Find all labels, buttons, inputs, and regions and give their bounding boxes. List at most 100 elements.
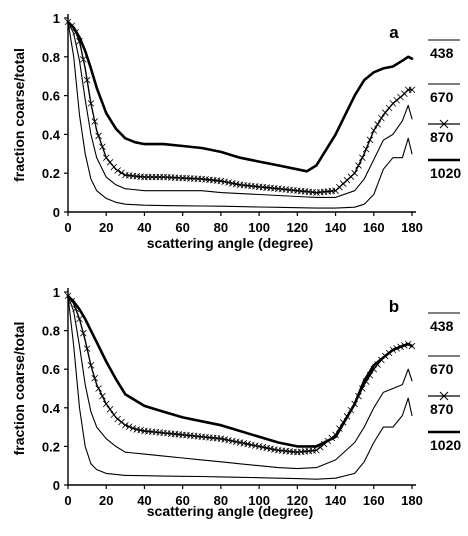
data-point (263, 444, 271, 452)
y-axis-label: fraction coarse/total (11, 48, 27, 182)
y-tick-label: 0.8 (42, 324, 60, 339)
data-point (133, 426, 141, 433)
y-tick-label: 0.2 (42, 166, 60, 181)
data-point (366, 136, 374, 144)
data-point (91, 374, 99, 382)
legend-label: 1020 (430, 165, 461, 181)
legend-marker (439, 391, 449, 401)
data-point (221, 436, 228, 443)
data-point (359, 154, 366, 161)
data-point (252, 442, 259, 449)
data-point (118, 169, 125, 177)
data-point (102, 400, 110, 408)
chart-panel-a: 00.20.40.60.810 20 40 60 80 100 120 140 160 180sc… (11, 11, 461, 251)
data-point (95, 385, 102, 392)
data-point (217, 435, 225, 442)
legend-item-870: 870 (428, 119, 460, 145)
data-point (83, 76, 91, 84)
x-tick-label: 80 (214, 493, 228, 508)
y-tick-label: 0.4 (42, 401, 61, 416)
legend-marker (439, 119, 449, 129)
x-tick-label: 180 (401, 493, 423, 508)
data-point (114, 415, 121, 423)
data-point (232, 438, 240, 446)
legend-item-438: 438 (428, 39, 460, 61)
y-tick-label: 0 (53, 205, 60, 220)
data-point (378, 114, 385, 122)
legend-label: 438 (430, 318, 454, 334)
y-tick-label: 0.4 (42, 127, 61, 142)
data-point (102, 154, 110, 161)
data-point (80, 56, 87, 63)
x-axis-label: scattering angle (degree) (147, 235, 314, 251)
data-point (114, 167, 121, 174)
legend-label: 670 (430, 361, 454, 377)
y-tick-label: 0.6 (42, 362, 60, 377)
data-point (259, 443, 267, 451)
data-point (240, 440, 248, 447)
x-tick-label: 20 (99, 220, 113, 235)
x-tick-label: 40 (137, 493, 151, 508)
data-point (370, 127, 378, 134)
data-point (229, 437, 236, 445)
data-point (118, 418, 125, 426)
legend-label: 870 (430, 129, 454, 145)
data-point (106, 159, 114, 166)
legend-item-438: 438 (428, 312, 460, 334)
panel-letter: a (389, 23, 399, 42)
data-point (267, 445, 274, 452)
legend-item-870: 870 (428, 391, 460, 417)
data-point (313, 446, 320, 454)
x-tick-label: 140 (325, 493, 347, 508)
legend-item-1020: 1020 (428, 430, 461, 453)
data-point (255, 443, 263, 450)
data-point (122, 421, 129, 429)
data-point (225, 179, 232, 186)
data-point (99, 392, 106, 400)
data-point (106, 406, 114, 413)
y-axis-label: fraction coarse/total (11, 322, 27, 456)
y-tick-label: 0.8 (42, 50, 60, 65)
x-tick-label: 160 (363, 493, 385, 508)
x-tick-label: 160 (363, 220, 385, 235)
data-point (221, 178, 228, 186)
series-line-670 (67, 21, 413, 198)
series-line-870 (67, 21, 413, 194)
data-point (229, 180, 236, 187)
data-point (83, 345, 91, 352)
y-tick-label: 0 (53, 478, 60, 493)
x-tick-label: 140 (325, 220, 347, 235)
data-point (137, 426, 144, 434)
data-point (362, 145, 370, 153)
series-line-1020 (66, 294, 414, 448)
data-point (87, 100, 95, 107)
legend-item-670: 670 (428, 355, 460, 377)
data-point (76, 315, 83, 323)
x-tick-label: 20 (99, 493, 113, 508)
legend-label: 1020 (430, 437, 461, 453)
y-tick-label: 1 (53, 11, 60, 26)
series-line-438 (67, 21, 413, 209)
data-point (248, 441, 255, 449)
panel-letter: b (389, 297, 399, 316)
data-point (87, 362, 95, 369)
data-point (236, 439, 244, 446)
data-point (80, 329, 87, 337)
x-tick-label: 180 (401, 220, 423, 235)
data-point (129, 424, 137, 432)
series-line-870 (67, 295, 413, 453)
data-point (217, 177, 225, 185)
data-point (125, 423, 133, 430)
x-tick-label: 40 (137, 220, 151, 235)
y-tick-label: 0.6 (42, 89, 60, 104)
data-point (351, 169, 358, 177)
x-tick-label: 60 (175, 493, 189, 508)
data-point (389, 100, 397, 107)
data-point (99, 143, 106, 151)
legend-item-1020: 1020 (428, 158, 461, 181)
series-line-438 (67, 295, 413, 480)
data-point (271, 446, 278, 453)
x-tick-label: 120 (286, 220, 308, 235)
x-tick-label: 100 (248, 493, 270, 508)
